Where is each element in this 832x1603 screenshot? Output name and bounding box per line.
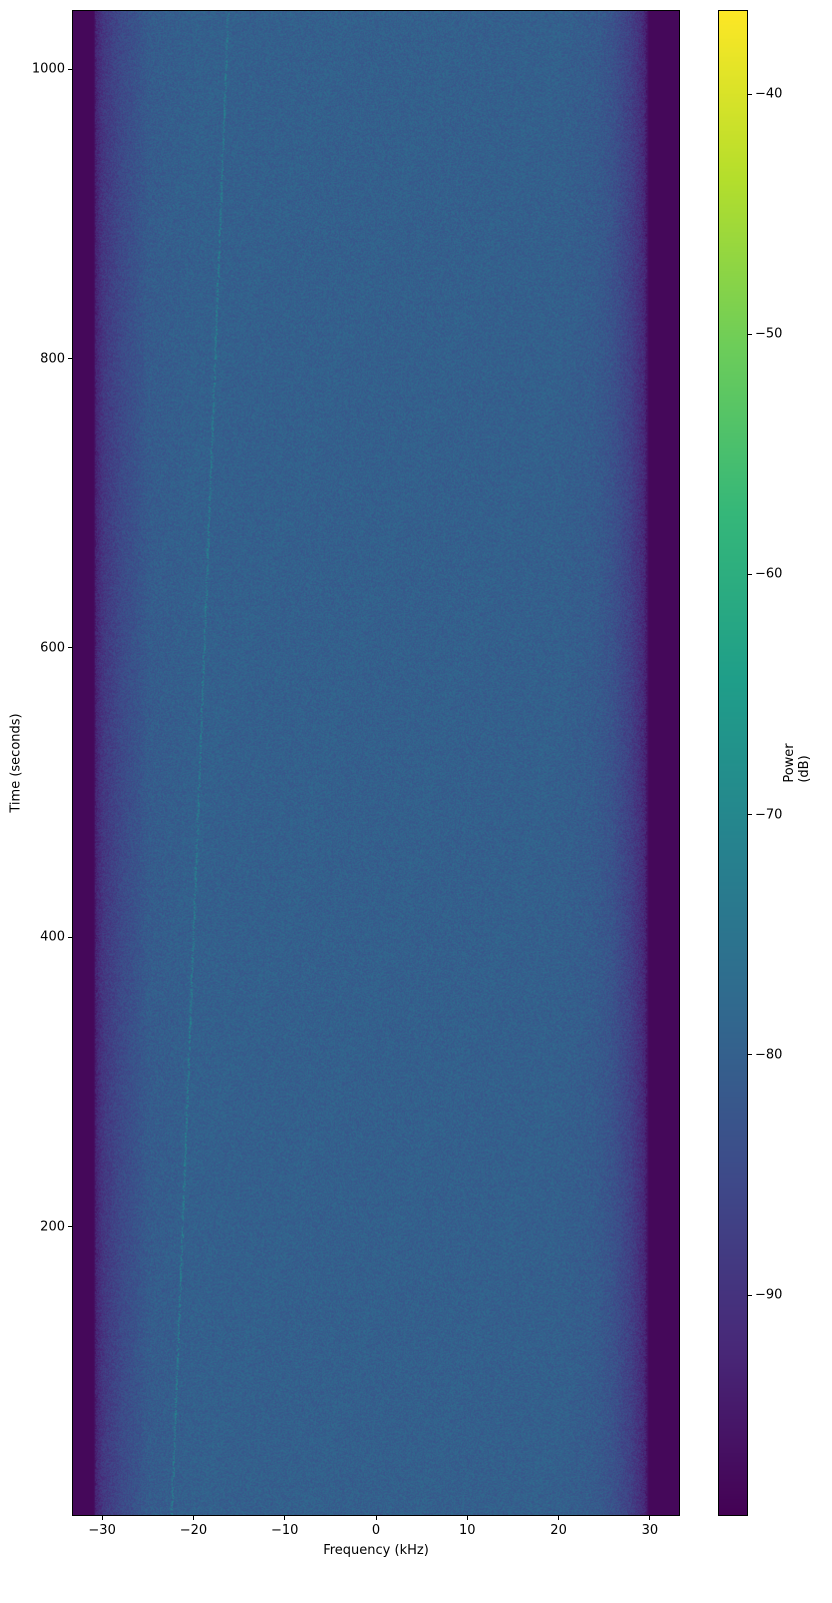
colorbar-tick-label: −50 [755, 326, 783, 342]
y-axis-label: Time (seconds) [8, 713, 24, 813]
x-axis-label: Frequency (kHz) [323, 1543, 429, 1558]
y-tick-label: 200 [40, 1219, 65, 1235]
colorbar-tick-mark [748, 1294, 752, 1296]
colorbar-tick-mark [748, 1054, 752, 1056]
colorbar [718, 10, 748, 1516]
y-tick-mark [68, 647, 72, 649]
colorbar-label: Power (dB) [782, 743, 812, 783]
x-tick-label: −30 [88, 1523, 116, 1538]
colorbar-tick-mark [748, 573, 752, 575]
y-tick-mark [68, 936, 72, 938]
y-tick-label: 1000 [31, 61, 65, 77]
colorbar-tick-label: −80 [755, 1047, 783, 1063]
colorbar-tick-mark [748, 814, 752, 816]
spectrogram-plot-area [72, 10, 680, 1516]
y-tick-mark [68, 68, 72, 70]
y-tick-mark [68, 358, 72, 360]
x-tick-label: −20 [179, 1523, 208, 1538]
x-tick-mark [284, 1516, 286, 1520]
x-tick-mark [558, 1516, 560, 1520]
x-tick-label: 0 [371, 1523, 381, 1538]
x-tick-mark [192, 1516, 194, 1520]
spectrogram-heatmap [73, 11, 679, 1515]
colorbar-tick-label: −40 [755, 86, 783, 102]
colorbar-tick-mark [748, 93, 752, 95]
colorbar-tick-mark [748, 333, 752, 335]
y-tick-mark [68, 1226, 72, 1228]
x-tick-label: 30 [641, 1523, 659, 1538]
colorbar-gradient [719, 11, 747, 1515]
y-tick-label: 800 [40, 351, 65, 367]
x-tick-mark [375, 1516, 377, 1520]
x-tick-mark [649, 1516, 651, 1520]
y-tick-label: 600 [40, 640, 65, 656]
y-tick-label: 400 [40, 929, 65, 945]
colorbar-tick-label: −90 [755, 1287, 783, 1303]
x-tick-mark [101, 1516, 103, 1520]
colorbar-tick-label: −70 [755, 807, 783, 823]
x-tick-mark [466, 1516, 468, 1520]
x-tick-label: −10 [270, 1523, 299, 1538]
x-tick-label: 10 [459, 1523, 476, 1538]
x-tick-label: 20 [550, 1523, 567, 1538]
colorbar-tick-label: −60 [755, 566, 783, 582]
